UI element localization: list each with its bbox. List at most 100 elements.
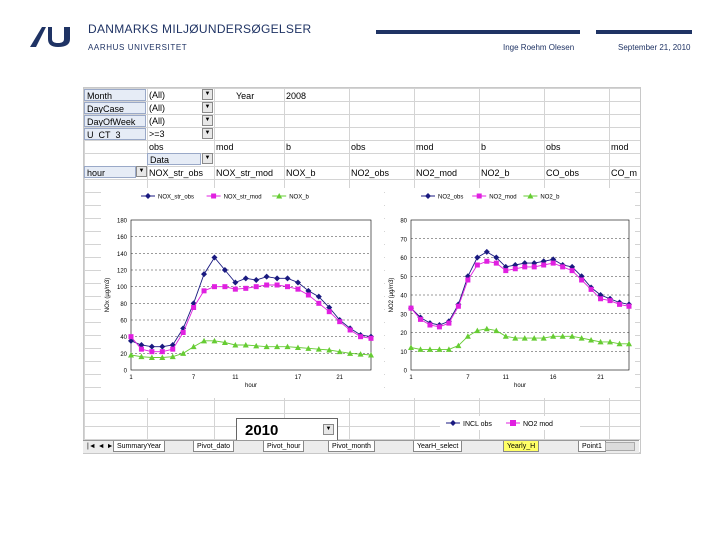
data-point: [531, 264, 537, 270]
gridline-horizontal: [84, 127, 640, 128]
data-point: [159, 343, 166, 350]
data-point: [521, 335, 528, 341]
y-tick-label: 40: [120, 335, 127, 341]
data-point: [455, 303, 461, 309]
filter-label: DayCase: [84, 102, 146, 114]
tab-pivot-month[interactable]: Pivot_month: [328, 441, 375, 452]
gridline-horizontal: [84, 426, 640, 427]
data-point: [527, 193, 534, 199]
horizontal-scrollbar[interactable]: [605, 442, 635, 451]
tab-yearh-select[interactable]: YearH_select: [413, 441, 463, 452]
data-point: [483, 248, 490, 255]
y-tick-label: 80: [120, 302, 127, 308]
column-header: NO2_obs: [351, 168, 390, 178]
filter-value[interactable]: (All): [149, 116, 165, 126]
data-point: [427, 322, 433, 328]
plot-area: [130, 219, 372, 371]
filter-label: U_CT_3: [84, 128, 146, 140]
legend-label: NO2_obs: [438, 195, 463, 201]
x-tick-label: 11: [232, 375, 239, 381]
data-point: [426, 346, 433, 352]
hour-dropdown-icon[interactable]: ▼: [136, 166, 147, 177]
bottom-legend-label: NO2 mod: [523, 421, 553, 428]
data-field-dropdown-icon[interactable]: ▼: [202, 153, 213, 164]
legend-label: NOX_str_mod: [224, 195, 262, 201]
data-point: [253, 342, 260, 349]
data-point: [616, 340, 623, 347]
data-point: [190, 300, 197, 307]
tab-yearly-h[interactable]: Yearly_H: [503, 441, 540, 452]
filter-dropdown-icon[interactable]: ▼: [202, 115, 213, 126]
data-point: [274, 275, 281, 282]
data-point: [253, 277, 260, 283]
filter-dropdown-icon[interactable]: ▼: [202, 89, 213, 100]
data-point: [170, 346, 176, 352]
data-point: [493, 254, 500, 261]
presentation-date: September 21, 2010: [618, 43, 691, 52]
tab-pivot-dato[interactable]: Pivot_dato: [193, 441, 235, 452]
data-point: [222, 284, 228, 290]
data-point: [368, 352, 374, 358]
filter-value[interactable]: >=3: [149, 129, 165, 139]
data-point: [347, 327, 353, 333]
data-point: [408, 344, 414, 350]
data-point: [221, 339, 228, 345]
data-point: [559, 333, 566, 339]
data-point: [569, 268, 575, 274]
data-point: [465, 277, 471, 283]
x-axis-label: hour: [245, 383, 257, 389]
data-point: [201, 337, 208, 344]
data-point: [128, 334, 134, 340]
column-header: NO2_mod: [416, 168, 458, 178]
series-line: [130, 284, 372, 353]
y-tick-label: 20: [400, 331, 407, 337]
gridline-horizontal: [84, 153, 640, 154]
data-point: [326, 347, 333, 353]
data-point: [276, 193, 283, 199]
data-point: [436, 346, 443, 352]
year-select-dropdown-icon[interactable]: ▼: [323, 424, 334, 435]
gridline-horizontal: [84, 439, 640, 440]
data-point: [211, 284, 217, 290]
data-point: [512, 266, 518, 272]
x-tick-label: 7: [192, 375, 196, 381]
filter-value[interactable]: (All): [149, 103, 165, 113]
column-header: NOX_b: [286, 168, 316, 178]
x-axis-label: hour: [514, 383, 526, 389]
gridline-horizontal: [84, 179, 640, 180]
data-point: [243, 285, 249, 291]
no2-chart[interactable]: 0 10 20 30 40 50 60 70 80 1 7 11 16 21 hour NO2 (µg/m3)…: [385, 188, 635, 398]
data-point: [484, 258, 490, 264]
data-point: [128, 337, 134, 344]
year-filter-value[interactable]: 2008: [286, 91, 307, 101]
tab-pivot-hour[interactable]: Pivot_hour: [263, 441, 305, 452]
y-tick-label: 60: [120, 319, 127, 325]
year-select[interactable]: 2010 ▼: [236, 418, 338, 442]
tab-nav-arrows-icon[interactable]: |◄ ◄ ► ►|: [87, 443, 125, 450]
data-point: [347, 350, 354, 356]
data-point: [464, 333, 471, 339]
filter-label: DayOfWeek: [84, 115, 146, 127]
data-point: [588, 286, 594, 292]
author-name: Inge Roehm Olesen: [503, 43, 575, 52]
filter-dropdown-icon[interactable]: ▼: [202, 128, 213, 139]
tab-point1[interactable]: Point1: [578, 441, 606, 452]
data-point: [540, 335, 547, 341]
x-tick-label: 7: [466, 375, 470, 381]
row-header-hour: hour: [84, 166, 136, 178]
data-point: [512, 335, 519, 341]
tab-summaryyear[interactable]: SummaryYear: [113, 441, 166, 452]
data-point: [337, 319, 343, 325]
filter-value[interactable]: (All): [149, 90, 165, 100]
data-point: [305, 292, 311, 298]
data-point: [607, 298, 613, 304]
data-point: [232, 279, 239, 286]
measure-cell: mod: [611, 142, 629, 152]
data-point: [503, 268, 509, 274]
data-point: [445, 346, 452, 352]
data-point: [159, 349, 165, 355]
measure-cell: obs: [149, 142, 164, 152]
filter-dropdown-icon[interactable]: ▼: [202, 102, 213, 113]
data-point: [579, 277, 585, 283]
